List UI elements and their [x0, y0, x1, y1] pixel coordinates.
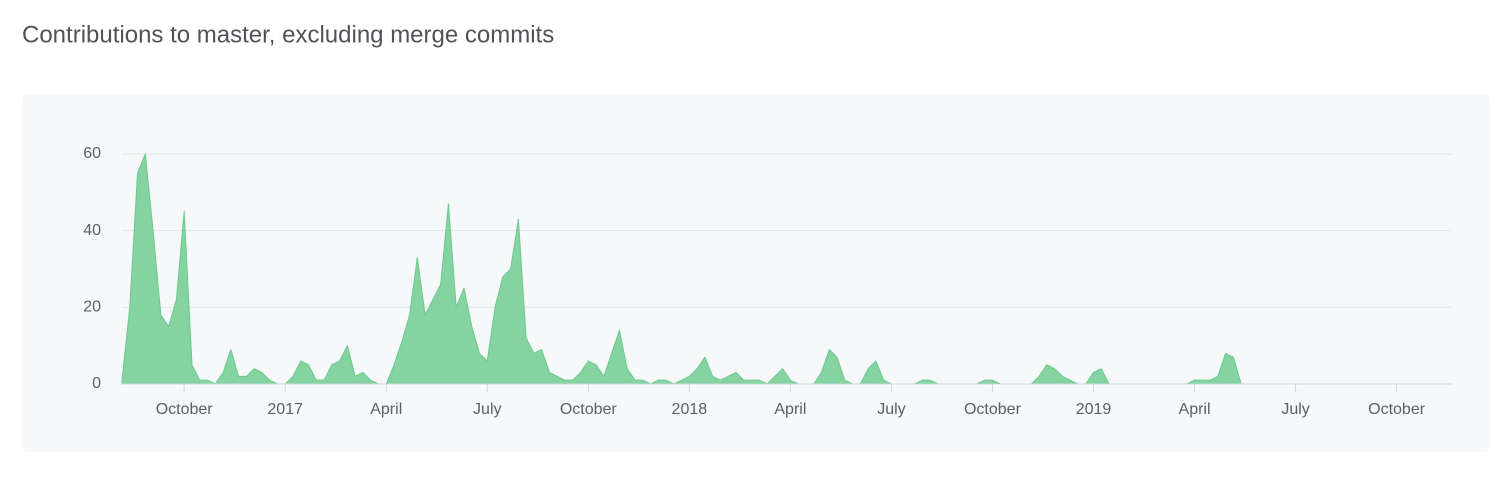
y-tick-label: 40 — [83, 222, 101, 239]
y-tick-label: 20 — [83, 299, 101, 316]
chart-panel — [22, 94, 1490, 452]
x-tick-label: April — [1179, 401, 1211, 418]
x-tick-label: 2019 — [1076, 401, 1112, 418]
x-tick-label: October — [1368, 401, 1426, 418]
x-tick-label: July — [473, 401, 501, 418]
x-tick-label: April — [370, 401, 402, 418]
chart-title: Contributions to master, excluding merge… — [22, 21, 554, 48]
x-tick-label: October — [964, 401, 1022, 418]
x-tick-label: October — [560, 401, 618, 418]
x-tick-label: 2017 — [267, 401, 303, 418]
area — [121, 153, 1452, 385]
x-tick-label: July — [877, 401, 905, 418]
x-tick-label: 2018 — [672, 401, 708, 418]
x-tick-label: April — [774, 401, 806, 418]
x-tick-label: October — [156, 401, 214, 418]
y-tick-label: 60 — [83, 145, 101, 162]
y-tick-label: 0 — [92, 375, 101, 392]
x-tick-label: July — [1281, 401, 1309, 418]
